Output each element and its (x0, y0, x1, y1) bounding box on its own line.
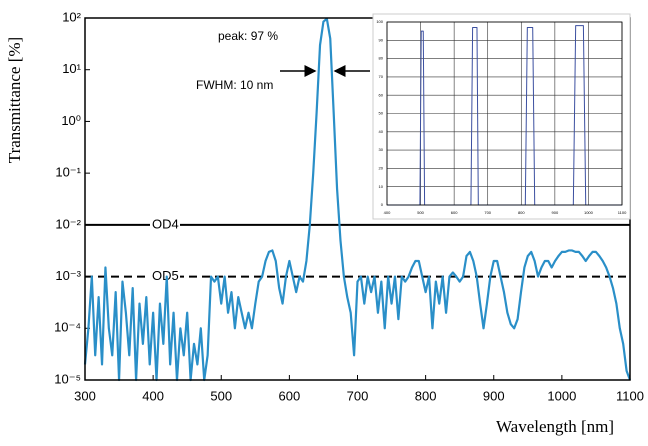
reference-label-bg (150, 269, 180, 284)
y-tick-label: 10⁰ (61, 113, 81, 128)
x-tick-label: 300 (74, 388, 96, 403)
reference-label: OD4 (152, 216, 179, 231)
y-tick-label: 0 (381, 202, 384, 207)
reference-label-bg (150, 217, 180, 232)
x-tick-label: 400 (384, 210, 391, 215)
y-axis-label: Transmittance [%] (5, 37, 24, 163)
y-tick-label: 10¹ (62, 61, 81, 76)
y-tick-label: 10⁻⁵ (54, 371, 81, 386)
data-line (83, 17, 632, 382)
x-tick-label: 500 (417, 210, 424, 215)
y-tick-label: 10⁻⁴ (54, 320, 81, 335)
x-tick-label: 1100 (618, 210, 627, 215)
y-tick-label: 60 (379, 92, 384, 97)
x-tick-label: 800 (415, 388, 437, 403)
y-tick-label: 10⁻³ (55, 268, 81, 283)
y-tick-label: 80 (379, 56, 384, 61)
y-tick-label: 70 (379, 74, 384, 79)
y-tick-label: 90 (379, 37, 384, 42)
x-tick-label: 400 (142, 388, 164, 403)
x-axis-label: Wavelength [nm] (496, 417, 614, 436)
x-tick-label: 1000 (547, 388, 576, 403)
y-tick-label: 100 (376, 19, 383, 24)
plot-frame (386, 21, 623, 206)
x-tick-label: 700 (347, 388, 369, 403)
y-tick-label: 50 (379, 111, 384, 116)
y-tick-label: 10⁻¹ (55, 165, 81, 180)
y-tick-label: 40 (379, 129, 384, 134)
annotation: FWHM: 10 nm (196, 78, 273, 92)
x-tick-label: 600 (279, 388, 301, 403)
x-tick-label: 1000 (584, 210, 594, 215)
y-tick-label: 10² (62, 9, 81, 24)
x-tick-label: 600 (451, 210, 458, 215)
y-tick-label: 20 (379, 165, 384, 170)
y-tick-label: 30 (379, 147, 384, 152)
x-tick-label: 900 (483, 388, 505, 403)
y-tick-label: 10⁻² (55, 216, 81, 231)
x-tick-label: 900 (552, 210, 559, 215)
x-tick-label: 700 (484, 210, 491, 215)
annotation: peak: 97 % (218, 29, 278, 43)
y-tick-label: 10 (379, 184, 384, 189)
inset-background (372, 13, 631, 220)
x-tick-label: 500 (210, 388, 232, 403)
x-tick-label: 800 (518, 210, 525, 215)
reference-label: OD5 (152, 268, 179, 283)
x-tick-label: 1100 (616, 388, 644, 403)
